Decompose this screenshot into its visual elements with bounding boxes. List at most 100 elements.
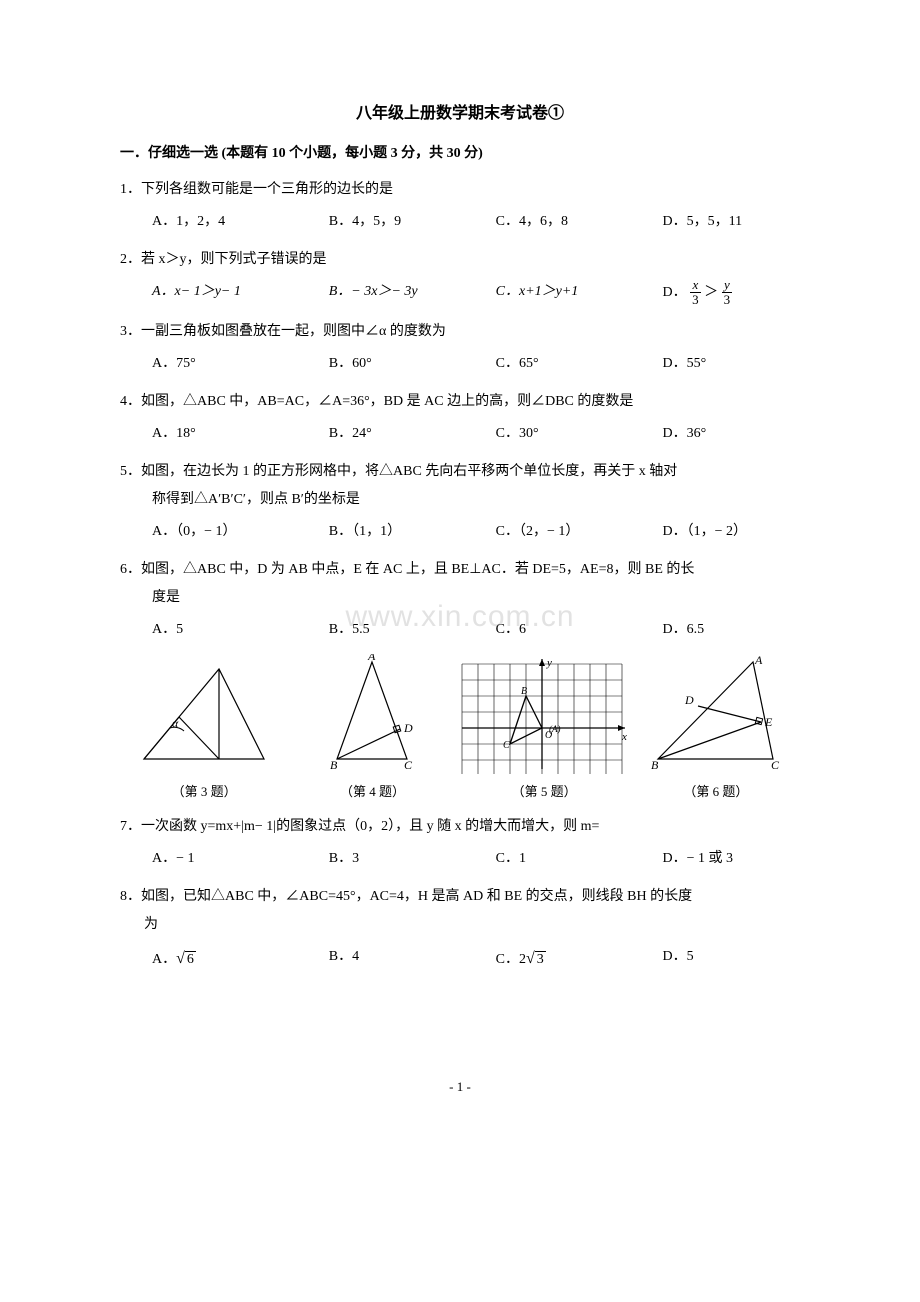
svg-text:C: C	[404, 758, 413, 772]
question-1: 1．下列各组数可能是一个三角形的边长的是 A．1，2，4 B．4，5，9 C．4…	[120, 176, 800, 236]
svg-text:B: B	[330, 758, 338, 772]
options: A．5 B．5.5 C．6 D．6.5	[120, 616, 800, 644]
options: A．18° B．24° C．30° D．36°	[120, 420, 800, 448]
svg-text:A: A	[367, 654, 376, 663]
option-d: D．55°	[663, 350, 800, 378]
figure-3: α （第 3 题）	[120, 659, 288, 803]
fraction-y3: y3	[722, 278, 733, 308]
option-b: B．− 3x＞− 3y	[329, 278, 496, 308]
option-c: C．65°	[496, 350, 663, 378]
option-c: C．（2，− 1）	[496, 518, 663, 546]
figure-6: A B C D E （第 6 题）	[632, 654, 800, 803]
figure-caption: （第 4 题）	[288, 780, 456, 803]
option-d: D．6.5	[663, 616, 800, 644]
svg-text:D: D	[684, 693, 694, 707]
option-d: D．（1，− 2）	[663, 518, 800, 546]
question-2: 2．若 x＞y，则下列式子错误的是 A．x− 1＞y− 1 B．− 3x＞− 3…	[120, 246, 800, 308]
svg-text:E: E	[764, 715, 773, 729]
option-b: B．4	[329, 943, 496, 975]
figure-caption: （第 5 题）	[457, 780, 632, 803]
sqrt-3: √3	[526, 943, 546, 975]
figure-4-svg: A B C D	[312, 654, 432, 774]
option-b: B．5.5	[329, 616, 496, 644]
options: A．1，2，4 B．4，5，9 C．4，6，8 D．5，5，11	[120, 208, 800, 236]
option-d: D．− 1 或 3	[663, 845, 800, 873]
question-text-line2: 称得到△A′B′C′，则点 B′的坐标是	[120, 486, 800, 514]
option-a-prefix: A．	[152, 952, 176, 967]
question-text: 1．下列各组数可能是一个三角形的边长的是	[120, 176, 800, 204]
option-a: A．5	[152, 616, 329, 644]
figures-row: α （第 3 题） A B C D （第 4 题） x y O (A) B	[120, 654, 800, 803]
option-b: B．（1，1）	[329, 518, 496, 546]
sqrt-arg: 6	[185, 951, 196, 967]
question-text: 4．如图，△ABC 中，AB=AC，∠A=36°，BD 是 AC 边上的高，则∠…	[120, 388, 800, 416]
options: A．√6 B．4 C．2√3 D．5	[120, 943, 800, 975]
question-text: 7．一次函数 y=mx+|m− 1|的图象过点（0，2），且 y 随 x 的增大…	[120, 813, 800, 841]
figure-3-svg: α	[134, 659, 274, 774]
question-5: 5．如图，在边长为 1 的正方形网格中，将△ABC 先向右平移两个单位长度，再关…	[120, 458, 800, 546]
svg-text:x: x	[621, 731, 627, 743]
figure-caption: （第 3 题）	[120, 780, 288, 803]
option-c: C．30°	[496, 420, 663, 448]
question-text: 6．如图，△ABC 中，D 为 AB 中点，E 在 AC 上，且 BE⊥AC．若…	[120, 556, 800, 584]
option-a: A．1，2，4	[152, 208, 329, 236]
question-text-line2: 为	[120, 911, 800, 939]
exam-title: 八年级上册数学期末考试卷①	[120, 100, 800, 129]
option-a: A．− 1	[152, 845, 329, 873]
question-text: 8．如图，已知△ABC 中，∠ABC=45°，AC=4，H 是高 AD 和 BE…	[120, 883, 800, 911]
option-d: D．5，5，11	[663, 208, 800, 236]
question-7: 7．一次函数 y=mx+|m− 1|的图象过点（0，2），且 y 随 x 的增大…	[120, 813, 800, 873]
svg-text:(A): (A)	[549, 724, 561, 734]
option-c: C．2√3	[496, 943, 663, 975]
option-d: D． x3 ＞ y3	[663, 278, 800, 308]
question-text: 2．若 x＞y，则下列式子错误的是	[120, 246, 800, 274]
figure-5: x y O (A) B C （第 5 题）	[457, 654, 632, 803]
option-d: D．36°	[663, 420, 800, 448]
page-number: - 1 -	[120, 1075, 800, 1098]
option-b: B．60°	[329, 350, 496, 378]
question-text: 5．如图，在边长为 1 的正方形网格中，将△ABC 先向右平移两个单位长度，再关…	[120, 458, 800, 486]
sqrt-6: √6	[176, 943, 196, 975]
option-b: B．4，5，9	[329, 208, 496, 236]
question-6: 6．如图，△ABC 中，D 为 AB 中点，E 在 AC 上，且 BE⊥AC．若…	[120, 556, 800, 644]
options: A．75° B．60° C．65° D．55°	[120, 350, 800, 378]
option-b: B．24°	[329, 420, 496, 448]
question-4: 4．如图，△ABC 中，AB=AC，∠A=36°，BD 是 AC 边上的高，则∠…	[120, 388, 800, 448]
option-a: A．√6	[152, 943, 329, 975]
alpha-label: α	[172, 716, 179, 730]
option-c-prefix: C．2	[496, 952, 526, 967]
figure-caption: （第 6 题）	[632, 780, 800, 803]
fraction-x3: x3	[690, 278, 701, 308]
svg-text:D: D	[403, 721, 413, 735]
options: A．− 1 B．3 C．1 D．− 1 或 3	[120, 845, 800, 873]
figure-6-svg: A B C D E	[643, 654, 788, 774]
option-a: A．x− 1＞y− 1	[152, 278, 329, 308]
option-c: C．1	[496, 845, 663, 873]
svg-text:A: A	[754, 654, 763, 667]
figure-4: A B C D （第 4 题）	[288, 654, 456, 803]
option-c: C．4，6，8	[496, 208, 663, 236]
sqrt-arg: 3	[535, 951, 546, 967]
option-d: D．5	[663, 943, 800, 975]
svg-text:y: y	[546, 657, 552, 669]
question-3: 3．一副三角板如图叠放在一起，则图中∠α 的度数为 A．75° B．60° C．…	[120, 318, 800, 378]
question-text: 3．一副三角板如图叠放在一起，则图中∠α 的度数为	[120, 318, 800, 346]
options: A．x− 1＞y− 1 B．− 3x＞− 3y C．x+1＞y+1 D． x3 …	[120, 278, 800, 308]
section-header: 一．仔细选一选 (本题有 10 个小题，每小题 3 分，共 30 分)	[120, 141, 800, 166]
option-d-prefix: D．	[663, 285, 687, 300]
q2-text: 2．若 x＞y，则下列式子错误的是	[120, 252, 327, 267]
option-c: C．x+1＞y+1	[496, 278, 663, 308]
svg-text:C: C	[771, 758, 780, 772]
option-a: A．（0，− 1）	[152, 518, 329, 546]
question-8: 8．如图，已知△ABC 中，∠ABC=45°，AC=4，H 是高 AD 和 BE…	[120, 883, 800, 975]
options: A．（0，− 1） B．（1，1） C．（2，− 1） D．（1，− 2）	[120, 518, 800, 546]
option-a: A．18°	[152, 420, 329, 448]
option-b: B．3	[329, 845, 496, 873]
option-c: C．6	[496, 616, 663, 644]
svg-text:C: C	[503, 740, 510, 751]
figure-5-svg: x y O (A) B C	[457, 654, 632, 774]
svg-text:B: B	[521, 686, 527, 697]
svg-text:B: B	[651, 758, 659, 772]
option-a: A．75°	[152, 350, 329, 378]
question-text-line2: 度是	[120, 584, 800, 612]
